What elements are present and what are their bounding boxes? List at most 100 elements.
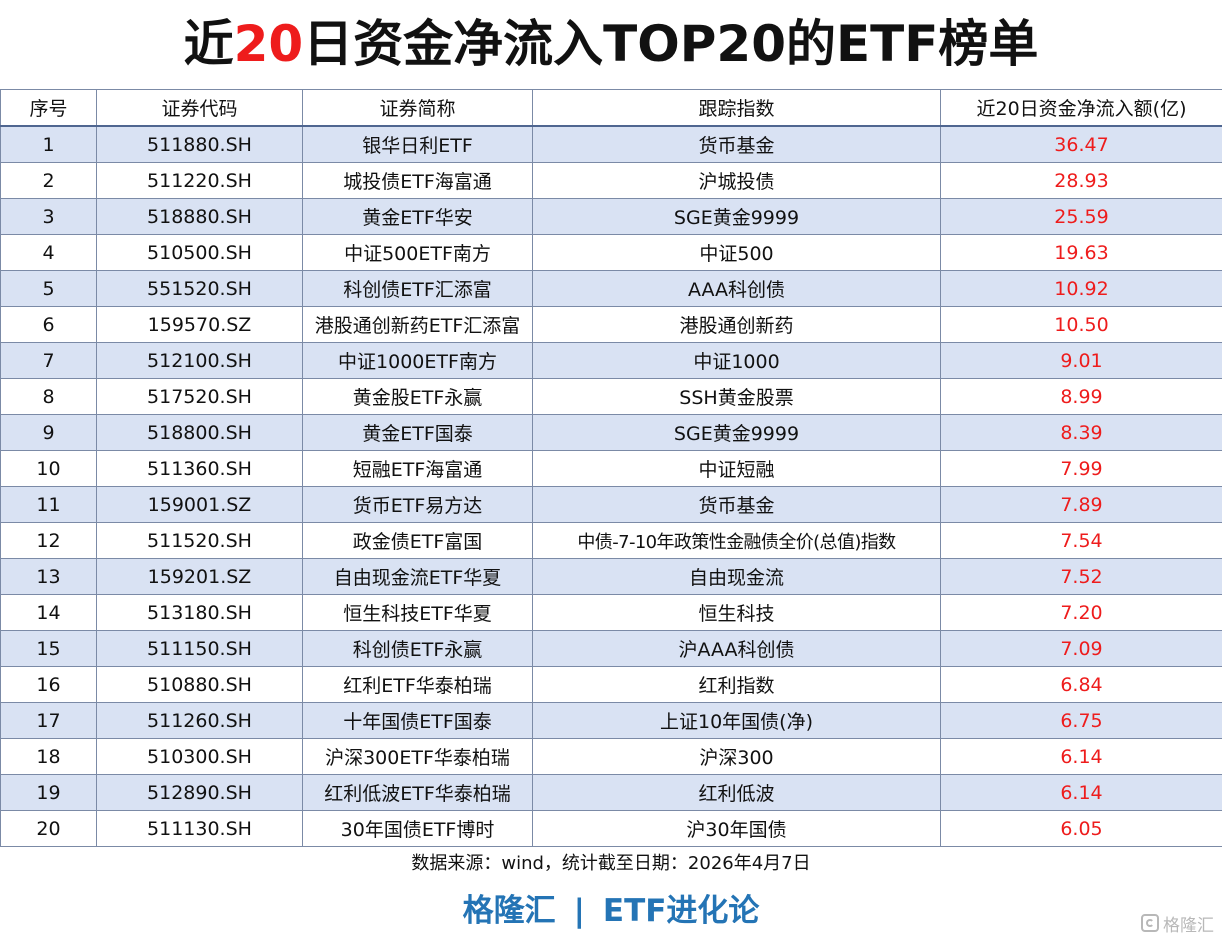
cell-code: 518880.SH bbox=[96, 198, 303, 235]
cell-flow: 7.99 bbox=[940, 450, 1222, 487]
cell-index: 红利低波 bbox=[532, 774, 941, 811]
cell-name: 红利ETF华泰柏瑞 bbox=[302, 666, 533, 703]
cell-index: 货币基金 bbox=[532, 125, 941, 163]
table-row: 7 512100.SH 中证1000ETF南方 中证1000 9.01 bbox=[0, 342, 1222, 379]
cell-code: 517520.SH bbox=[96, 378, 303, 415]
cell-name: 港股通创新药ETF汇添富 bbox=[302, 306, 533, 343]
cell-rank: 1 bbox=[0, 125, 97, 163]
cell-code: 159201.SZ bbox=[96, 558, 303, 595]
gelonghui-logo-icon bbox=[1141, 914, 1159, 932]
table-row: 17 511260.SH 十年国债ETF国泰 上证10年国债(净) 6.75 bbox=[0, 702, 1222, 739]
cell-code: 511520.SH bbox=[96, 522, 303, 559]
table-row: 15 511150.SH 科创债ETF永赢 沪AAA科创债 7.09 bbox=[0, 630, 1222, 667]
cell-code: 511880.SH bbox=[96, 125, 303, 163]
table-row: 1 511880.SH 银华日利ETF 货币基金 36.47 bbox=[0, 125, 1222, 163]
cell-index: 红利指数 bbox=[532, 666, 941, 703]
table-row: 2 511220.SH 城投债ETF海富通 沪城投债 28.93 bbox=[0, 162, 1222, 199]
cell-name: 政金债ETF富国 bbox=[302, 522, 533, 559]
cell-code: 511220.SH bbox=[96, 162, 303, 199]
cell-flow: 7.54 bbox=[940, 522, 1222, 559]
cell-flow: 10.50 bbox=[940, 306, 1222, 343]
cell-name: 银华日利ETF bbox=[302, 125, 533, 163]
cell-rank: 9 bbox=[0, 414, 97, 451]
cell-rank: 16 bbox=[0, 666, 97, 703]
brand-footer: 格隆汇 | ETF进化论 bbox=[0, 884, 1222, 938]
cell-index: 沪30年国债 bbox=[532, 810, 941, 847]
cell-code: 512100.SH bbox=[96, 342, 303, 379]
page-title: 近20日资金净流入TOP20的ETF榜单 bbox=[0, 0, 1222, 88]
cell-code: 511260.SH bbox=[96, 702, 303, 739]
cell-index: 沪深300 bbox=[532, 738, 941, 775]
cell-flow: 7.89 bbox=[940, 486, 1222, 523]
cell-rank: 2 bbox=[0, 162, 97, 199]
cell-index: 中证500 bbox=[532, 234, 941, 271]
cell-flow: 6.14 bbox=[940, 774, 1222, 811]
cell-index: SGE黄金9999 bbox=[532, 198, 941, 235]
table-row: 12 511520.SH 政金债ETF富国 中债-7-10年政策性金融债全价(总值)指… bbox=[0, 522, 1222, 559]
cell-index: SSH黄金股票 bbox=[532, 378, 941, 415]
brand-name: 格隆汇 bbox=[462, 893, 556, 929]
cell-name: 科创债ETF汇添富 bbox=[302, 270, 533, 307]
cell-flow: 6.84 bbox=[940, 666, 1222, 703]
cell-index: 货币基金 bbox=[532, 486, 941, 523]
cell-index: 港股通创新药 bbox=[532, 306, 941, 343]
cell-rank: 6 bbox=[0, 306, 97, 343]
cell-name: 科创债ETF永赢 bbox=[302, 630, 533, 667]
cell-name: 30年国债ETF博时 bbox=[302, 810, 533, 847]
cell-rank: 10 bbox=[0, 450, 97, 487]
etf-ranking-table: 序号 证券代码 证券简称 跟踪指数 近20日资金净流入额(亿) 1 511880.… bbox=[0, 89, 1222, 847]
cell-flow: 28.93 bbox=[940, 162, 1222, 199]
table-row: 10 511360.SH 短融ETF海富通 中证短融 7.99 bbox=[0, 450, 1222, 487]
cell-code: 159570.SZ bbox=[96, 306, 303, 343]
cell-flow: 8.99 bbox=[940, 378, 1222, 415]
cell-index: 中证1000 bbox=[532, 342, 941, 379]
header-flow: 近20日资金净流入额(亿) bbox=[940, 89, 1222, 127]
table-row: 18 510300.SH 沪深300ETF华泰柏瑞 沪深300 6.14 bbox=[0, 738, 1222, 775]
cell-index: AAA科创债 bbox=[532, 270, 941, 307]
cell-code: 512890.SH bbox=[96, 774, 303, 811]
cell-index: 自由现金流 bbox=[532, 558, 941, 595]
cell-rank: 17 bbox=[0, 702, 97, 739]
title-suffix: 日资金净流入TOP20的ETF榜单 bbox=[303, 15, 1039, 73]
table-row: 3 518880.SH 黄金ETF华安 SGE黄金9999 25.59 bbox=[0, 198, 1222, 235]
table-row: 5 551520.SH 科创债ETF汇添富 AAA科创债 10.92 bbox=[0, 270, 1222, 307]
table-row: 16 510880.SH 红利ETF华泰柏瑞 红利指数 6.84 bbox=[0, 666, 1222, 703]
cell-name: 红利低波ETF华泰柏瑞 bbox=[302, 774, 533, 811]
header-index: 跟踪指数 bbox=[532, 89, 941, 127]
cell-code: 510300.SH bbox=[96, 738, 303, 775]
table-row: 6 159570.SZ 港股通创新药ETF汇添富 港股通创新药 10.50 bbox=[0, 306, 1222, 343]
cell-code: 510500.SH bbox=[96, 234, 303, 271]
cell-rank: 12 bbox=[0, 522, 97, 559]
cell-rank: 14 bbox=[0, 594, 97, 631]
cell-rank: 5 bbox=[0, 270, 97, 307]
cell-index: 恒生科技 bbox=[532, 594, 941, 631]
title-prefix: 近 bbox=[183, 15, 234, 73]
cell-flow: 7.20 bbox=[940, 594, 1222, 631]
data-source-note: 数据来源：wind，统计截至日期：2026年4月7日 bbox=[411, 853, 811, 874]
cell-name: 十年国债ETF国泰 bbox=[302, 702, 533, 739]
table-row: 14 513180.SH 恒生科技ETF华夏 恒生科技 7.20 bbox=[0, 594, 1222, 631]
watermark: 格隆汇 bbox=[1141, 911, 1214, 936]
cell-code: 513180.SH bbox=[96, 594, 303, 631]
brand-column: ETF进化论 bbox=[602, 893, 760, 929]
table-row: 11 159001.SZ 货币ETF易方达 货币基金 7.89 bbox=[0, 486, 1222, 523]
cell-rank: 15 bbox=[0, 630, 97, 667]
cell-name: 自由现金流ETF华夏 bbox=[302, 558, 533, 595]
cell-code: 159001.SZ bbox=[96, 486, 303, 523]
cell-rank: 19 bbox=[0, 774, 97, 811]
cell-flow: 19.63 bbox=[940, 234, 1222, 271]
cell-flow: 10.92 bbox=[940, 270, 1222, 307]
cell-flow: 9.01 bbox=[940, 342, 1222, 379]
table-header-row: 序号 证券代码 证券简称 跟踪指数 近20日资金净流入额(亿) bbox=[0, 89, 1222, 127]
table-row: 9 518800.SH 黄金ETF国泰 SGE黄金9999 8.39 bbox=[0, 414, 1222, 451]
cell-name: 黄金ETF华安 bbox=[302, 198, 533, 235]
cell-code: 510880.SH bbox=[96, 666, 303, 703]
cell-flow: 7.52 bbox=[940, 558, 1222, 595]
cell-index: 中债-7-10年政策性金融债全价(总值)指数 bbox=[532, 522, 941, 559]
watermark-text: 格隆汇 bbox=[1163, 915, 1214, 936]
cell-rank: 13 bbox=[0, 558, 97, 595]
cell-code: 518800.SH bbox=[96, 414, 303, 451]
cell-flow: 6.05 bbox=[940, 810, 1222, 847]
cell-name: 黄金ETF国泰 bbox=[302, 414, 533, 451]
cell-flow: 6.75 bbox=[940, 702, 1222, 739]
